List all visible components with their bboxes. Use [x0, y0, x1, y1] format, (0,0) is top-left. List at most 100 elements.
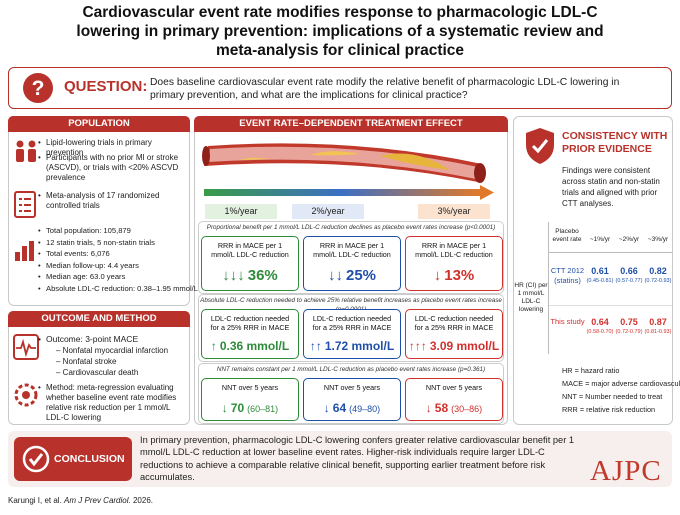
- panel-frame: [198, 363, 504, 424]
- population-criterion: Participants with no prior MI or stroke …: [38, 153, 186, 183]
- result-box: NNT over 5 years ↓ 70 (60–81): [201, 378, 299, 421]
- event-rate: 1%/year: [205, 204, 277, 219]
- panel-frame: [198, 221, 504, 294]
- result-number: 3.09 mmol/L: [429, 339, 500, 353]
- result-label: RRR in MACE per 1 mmol/L LDL-C reduction: [313, 241, 391, 259]
- population-stat: Median follow-up: 4.4 years: [38, 261, 188, 271]
- result-value: ↑↑↑ 3.09 mmol/L: [406, 339, 502, 353]
- population-stat: 12 statin trials, 5 non-statin trials: [38, 238, 188, 248]
- result-arrows: ↓↓: [327, 267, 343, 284]
- citation-year: 2026.: [132, 496, 153, 505]
- stats-icon: [15, 241, 34, 261]
- table-column-header: ~3%/yr: [647, 236, 669, 243]
- method-icon: [14, 383, 38, 407]
- result-arrows: ↓↓↓: [222, 267, 245, 284]
- abbreviation: MACE = major adverse cardiovascular even…: [562, 379, 680, 388]
- table-hr: 0.87: [649, 317, 667, 327]
- people-icon: [16, 140, 36, 162]
- abbreviation: NNT = Number needed to treat: [562, 392, 663, 401]
- artery-illustration: [202, 143, 494, 200]
- result-box: LDL-C reduction needed for a 25% RRR in …: [303, 309, 401, 359]
- check-icon: [22, 445, 50, 473]
- table-ci: (0.72-0.79): [615, 329, 643, 335]
- result-box: RRR in MACE per 1 mmol/L LDL-C reduction…: [405, 236, 503, 291]
- question-label: QUESTION:: [64, 78, 148, 95]
- result-value: ↑ 0.36 mmol/L: [202, 339, 298, 353]
- table-rule: [548, 222, 549, 354]
- result-box: LDL-C reduction needed for a 25% RRR in …: [201, 309, 299, 359]
- table-ci: (0.58-0.70): [586, 329, 614, 335]
- result-number: 58: [434, 401, 449, 415]
- result-number: 0.36 mmol/L: [219, 339, 290, 353]
- event-rate: 2%/year: [292, 204, 364, 219]
- question-text: Does baseline cardiovascular event rate …: [150, 77, 620, 101]
- conclusion-text: In primary prevention, pharmacologic LDL…: [140, 435, 575, 482]
- journal-logo: AJPC: [590, 455, 662, 487]
- heart-monitor-icon: [13, 334, 39, 360]
- abbreviation: HR = hazard ratio: [562, 366, 620, 375]
- svg-text:?: ?: [32, 77, 45, 100]
- checklist-icon: [14, 191, 36, 218]
- table-rule: [548, 252, 672, 253]
- population-stat: Absolute LDL-C reduction: 0.38–1.95 mmol…: [38, 284, 198, 294]
- result-label: NNT over 5 years: [323, 383, 381, 392]
- result-value: ↓↓↓ 36%: [202, 267, 298, 284]
- result-value: ↑↑ 1.72 mmol/L: [304, 339, 400, 353]
- result-number: 70: [230, 401, 245, 415]
- question-box: [8, 67, 672, 109]
- result-ci: (60–81): [247, 404, 279, 414]
- result-value: ↓ 58 (30–86): [406, 401, 502, 415]
- citation-journal: Am J Prev Cardiol.: [64, 496, 131, 505]
- outcome-heading: OUTCOME AND METHOD: [8, 311, 190, 327]
- population-stat: Total events: 6,076: [38, 249, 188, 259]
- table-ci: (0.81-0.93): [644, 329, 672, 335]
- result-box: RRR in MACE per 1 mmol/L LDL-C reduction…: [201, 236, 299, 291]
- panel-caption: NNT remains constant per 1 mmol/L LDL-C …: [216, 366, 486, 373]
- result-value: ↓↓ 25%: [304, 267, 400, 284]
- table-placebo-header: Placebo event rate: [552, 228, 582, 243]
- abbreviation: RRR = relative risk reduction: [562, 405, 656, 414]
- result-ci: (49–80): [349, 404, 381, 414]
- consistency-box: [513, 116, 673, 425]
- result-number: 64: [332, 401, 347, 415]
- result-label: RRR in MACE per 1 mmol/L LDL-C reduction: [211, 241, 289, 259]
- event-rate: 3%/year: [418, 204, 490, 219]
- table-ci: (0.57-0.77): [615, 278, 643, 284]
- result-number: 1.72 mmol/L: [324, 339, 395, 353]
- result-label: RRR in MACE per 1 mmol/L LDL-C reduction: [415, 241, 493, 259]
- outcome-component: – Cardiovascular death: [56, 368, 139, 377]
- title: Cardiovascular event rate modifies respo…: [76, 4, 604, 59]
- result-value: ↓ 64 (49–80): [304, 401, 400, 415]
- table-ci: (0.45-0.81): [586, 278, 614, 284]
- table-hr: 0.61: [591, 266, 609, 276]
- question-icon: ?: [23, 73, 53, 103]
- result-number: 13%: [444, 267, 475, 284]
- table-hr: 0.64: [591, 317, 609, 327]
- table-ci: (0.72-0.93): [644, 278, 672, 284]
- table-column-header: ~1%/yr: [589, 236, 611, 243]
- population-stat: Median age: 63.0 years: [38, 272, 188, 282]
- population-heading: POPULATION: [8, 116, 190, 132]
- result-box: LDL-C reduction needed for a 25% RRR in …: [405, 309, 503, 359]
- panel-frame: [198, 294, 504, 362]
- result-label: LDL-C reduction needed for a 25% RRR in …: [414, 314, 494, 332]
- outcome-component: – Nonfatal myocardial infarction: [56, 346, 169, 355]
- table-hr: 0.75: [620, 317, 638, 327]
- result-value: ↓ 13%: [406, 267, 502, 284]
- result-label: NNT over 5 years: [425, 383, 483, 392]
- table-source: This study: [550, 317, 585, 326]
- method: Method: meta-regression evaluating wheth…: [38, 383, 186, 423]
- table-row-header: HR (CI) per 1 mmol/L LDL-C lowering: [514, 282, 548, 313]
- result-box: NNT over 5 years ↓ 58 (30–86): [405, 378, 503, 421]
- result-arrows: ↓: [425, 401, 432, 415]
- table-source: CTT 2012 (statins): [550, 266, 585, 285]
- table-rule: [548, 305, 672, 306]
- outcome: Outcome: 3-point MACE: [38, 334, 186, 344]
- result-value: ↓ 70 (60–81): [202, 401, 298, 415]
- result-arrows: ↓: [323, 401, 330, 415]
- result-box: RRR in MACE per 1 mmol/L LDL-C reduction…: [303, 236, 401, 291]
- population-criterion: Meta-analysis of 17 randomized controlle…: [38, 191, 186, 211]
- result-arrows: ↓: [221, 401, 228, 415]
